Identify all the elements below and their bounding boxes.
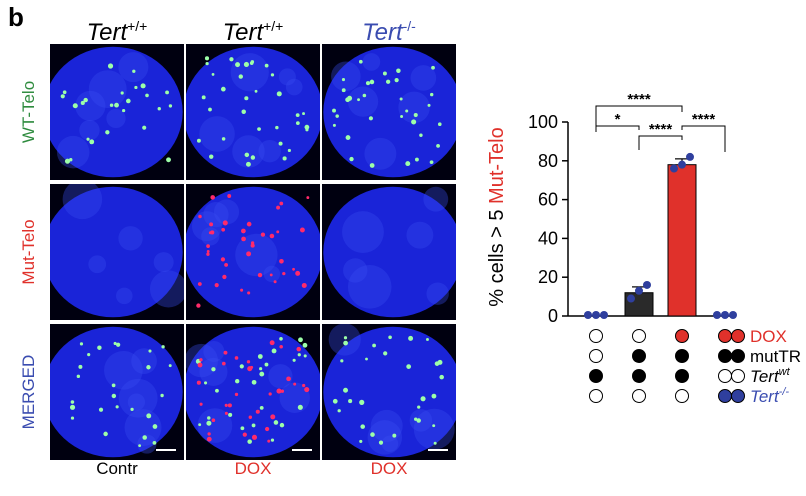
column-footer-1: Contr xyxy=(96,459,138,478)
legend-label: Tertwt xyxy=(750,366,791,386)
condition-dot xyxy=(675,389,689,403)
data-point xyxy=(729,311,737,319)
y-tick-label: 60 xyxy=(538,190,558,210)
column-header-2: Tert+/+ xyxy=(222,18,284,46)
y-tick-label: 20 xyxy=(538,267,558,287)
condition-dot xyxy=(675,329,689,343)
legend-marker xyxy=(731,389,745,403)
data-point xyxy=(686,152,694,161)
significance-label: **** xyxy=(649,121,673,138)
y-tick-label: 80 xyxy=(538,151,558,171)
nucleus xyxy=(186,186,320,318)
column-footer-3: DOX xyxy=(370,459,408,478)
column-footer-2: DOX xyxy=(234,459,272,478)
panel-letter: b xyxy=(8,2,24,32)
data-point xyxy=(627,294,635,303)
nucleus xyxy=(323,326,456,458)
y-tick-label: 40 xyxy=(538,228,558,248)
condition-dot xyxy=(589,369,603,383)
row-label-2: Mut-Telo xyxy=(19,219,38,285)
legend-label: mutTR xyxy=(750,347,801,366)
legend-marker xyxy=(731,329,745,343)
condition-dot xyxy=(632,329,646,343)
nucleus xyxy=(50,186,183,318)
data-point xyxy=(643,280,651,289)
micrograph-r3-c2 xyxy=(186,324,320,460)
micrograph-r2-c2 xyxy=(186,184,320,320)
condition-dot xyxy=(718,369,732,383)
row-label-1: WT-Telo xyxy=(19,80,38,144)
micrograph-r1-c1 xyxy=(50,44,184,180)
significance-label: **** xyxy=(627,91,651,108)
column-header-3: Tert-/- xyxy=(362,18,416,46)
data-point xyxy=(670,164,678,173)
legend-label: DOX xyxy=(750,327,787,346)
micrograph-r2-c1 xyxy=(50,184,184,320)
condition-dot xyxy=(718,329,732,343)
significance-bracket xyxy=(681,125,726,152)
significance-bracket xyxy=(595,105,683,132)
nucleus xyxy=(186,46,320,178)
y-tick-label: 0 xyxy=(548,306,558,326)
condition-dot xyxy=(589,329,603,343)
nucleus xyxy=(323,186,456,318)
legend-marker xyxy=(731,349,745,363)
data-point xyxy=(713,311,721,319)
data-point xyxy=(584,311,592,319)
data-point xyxy=(600,311,608,319)
bar-3 xyxy=(667,164,697,317)
data-point xyxy=(635,286,643,295)
data-point xyxy=(678,160,686,169)
row-label-3: MERGED xyxy=(19,354,38,430)
micrograph-r2-c3 xyxy=(322,184,456,320)
condition-dot xyxy=(632,349,646,363)
condition-dot xyxy=(589,349,603,363)
condition-dot xyxy=(632,389,646,403)
nucleus xyxy=(50,46,183,178)
micrograph-r3-c1 xyxy=(50,324,184,460)
micrograph-r3-c3 xyxy=(322,324,456,460)
significance-label: **** xyxy=(692,111,716,128)
legend-label: Tert-/- xyxy=(750,386,789,406)
data-point xyxy=(721,311,729,319)
nucleus xyxy=(186,326,320,458)
condition-dot xyxy=(632,369,646,383)
condition-dot xyxy=(675,349,689,363)
data-point xyxy=(592,311,600,319)
micrograph-r1-c3 xyxy=(322,44,456,180)
condition-dot xyxy=(718,389,732,403)
nucleus xyxy=(50,326,183,458)
y-tick-label: 100 xyxy=(528,112,558,132)
column-header-1: Tert+/+ xyxy=(86,18,148,46)
condition-dot xyxy=(589,389,603,403)
legend-marker xyxy=(731,369,745,383)
significance-label: * xyxy=(615,111,621,128)
y-axis-label: % cells > 5 Mut-Telo xyxy=(486,127,508,307)
condition-dot xyxy=(718,349,732,363)
significance-bracket xyxy=(638,135,683,150)
condition-dot xyxy=(675,369,689,383)
micrograph-r1-c2 xyxy=(186,44,320,180)
nucleus xyxy=(323,46,456,178)
